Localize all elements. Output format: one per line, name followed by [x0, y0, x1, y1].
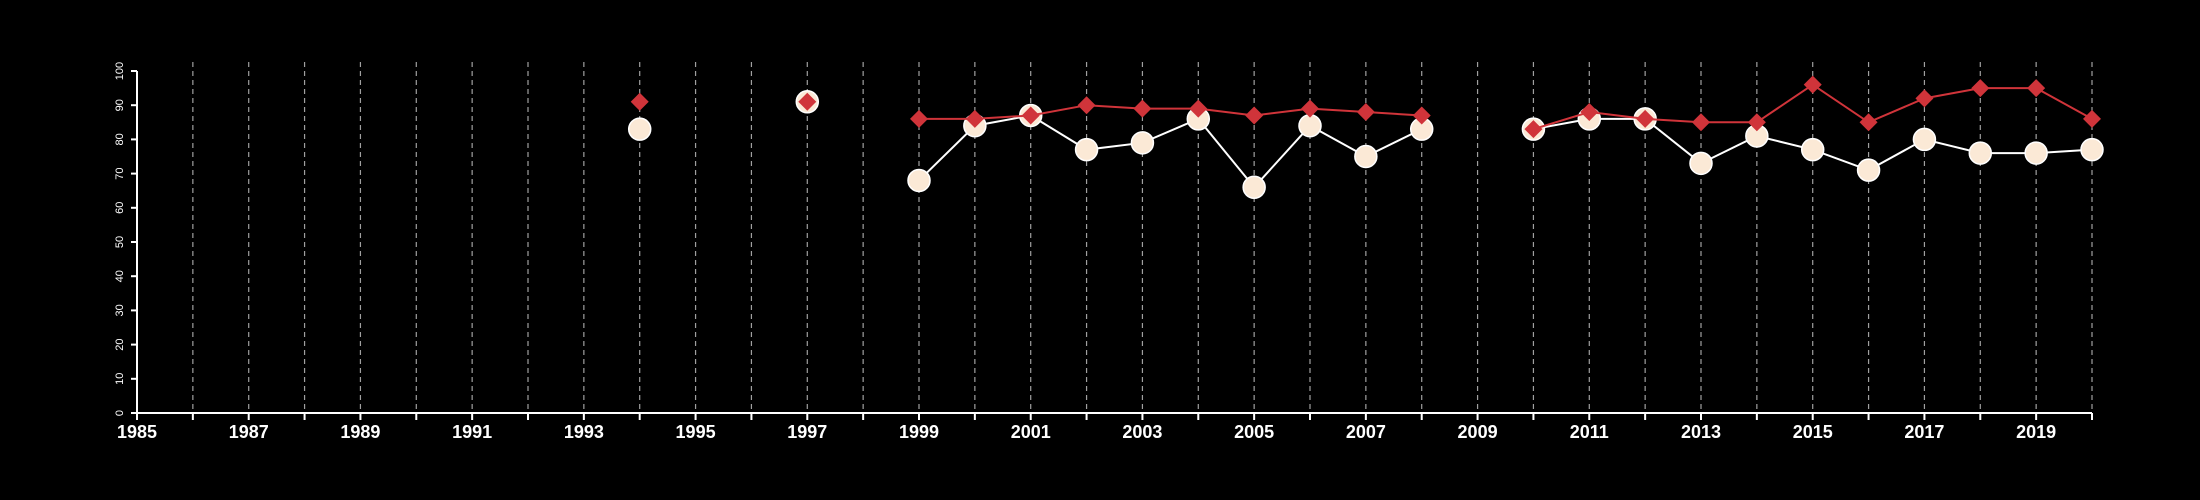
data-point-circle [2080, 137, 2104, 162]
x-tick-label: 1985 [117, 422, 157, 442]
vertical-gridlines [192, 62, 2093, 413]
data-point-circle [1074, 137, 1099, 162]
data-point-diamond [1692, 113, 1710, 132]
data-point-diamond [2027, 79, 2046, 98]
x-tick-label: 2011 [1570, 422, 1609, 442]
x-tick-label: 1987 [229, 422, 269, 442]
x-tick-label: 1991 [452, 422, 492, 442]
data-point-diamond [1636, 109, 1655, 128]
series-diamond [630, 75, 2101, 139]
data-point-circle [2024, 141, 2048, 165]
data-point-diamond [1915, 89, 1934, 108]
x-tick-label: 2005 [1234, 422, 1274, 442]
series-circle [627, 90, 2104, 200]
data-point-circle [1912, 127, 1937, 152]
data-point-diamond [1747, 113, 1766, 132]
data-point-diamond [2083, 109, 2101, 128]
data-point-diamond [1021, 106, 1040, 125]
data-point-circle [1298, 113, 1322, 138]
data-point-circle [1242, 175, 1266, 200]
data-point-diamond [965, 109, 984, 128]
data-point-diamond [1803, 75, 1822, 94]
x-tick-label: 1995 [676, 422, 716, 442]
y-tick-label: 10 [114, 373, 126, 385]
x-tick-label: 2013 [1681, 422, 1721, 442]
y-tick-label: 100 [114, 62, 126, 80]
data-point-diamond [1301, 99, 1319, 118]
data-point-circle [1354, 144, 1378, 169]
data-point-circle [627, 117, 652, 141]
data-point-diamond [1859, 113, 1878, 132]
data-point-diamond [798, 92, 817, 111]
data-point-circle [907, 168, 931, 193]
y-axis: 0 10 20 30 40 50 60 70 80 90 100 [114, 62, 138, 416]
y-tick-label: 20 [114, 338, 126, 350]
series-line [919, 104, 1422, 120]
y-tick-label: 70 [114, 167, 126, 179]
data-point-circle [1800, 137, 1825, 162]
data-point-diamond [1133, 99, 1152, 118]
y-tick-label: 50 [114, 236, 126, 248]
data-point-diamond [1580, 103, 1599, 122]
y-tick-label: 60 [114, 202, 126, 214]
x-tick-label: 2003 [1122, 422, 1162, 442]
data-point-diamond [1077, 96, 1096, 115]
data-point-circle [1856, 158, 1881, 182]
x-tick-label: 1997 [787, 422, 827, 442]
x-tick-label: 1993 [564, 422, 604, 442]
data-point-diamond [1189, 99, 1208, 118]
x-tick-label: 2017 [1904, 422, 1944, 442]
y-tick-label: 90 [114, 99, 126, 111]
data-point-diamond [1412, 106, 1431, 125]
y-tick-label: 30 [114, 304, 126, 316]
x-tick-label: 2015 [1793, 422, 1833, 442]
data-point-circle [1689, 151, 1713, 176]
data-point-diamond [1245, 106, 1264, 125]
x-tick-label: 2019 [2016, 422, 2056, 442]
x-tick-label: 2007 [1346, 422, 1386, 442]
data-point-diamond [910, 109, 928, 128]
x-tick-label: 1999 [899, 422, 939, 442]
data-point-diamond [1524, 120, 1543, 139]
x-axis: 1985 1987 1989 1991 1993 1995 1997 1999 2001 2003… [117, 412, 2093, 442]
data-point-diamond [1356, 103, 1375, 122]
x-tick-label: 2009 [1458, 422, 1498, 442]
data-point-circle [1130, 131, 1155, 155]
x-tick-label: 1989 [340, 422, 380, 442]
data-point-diamond [630, 92, 649, 111]
series-group [627, 75, 2104, 200]
data-point-circle [1968, 141, 1993, 165]
x-tick-label: 2001 [1011, 422, 1051, 442]
series-line [918, 114, 1423, 189]
data-point-diamond [1971, 79, 1990, 98]
y-tick-label: 40 [114, 270, 126, 282]
y-tick-label: 0 [114, 410, 126, 416]
y-tick-label: 80 [114, 133, 126, 145]
